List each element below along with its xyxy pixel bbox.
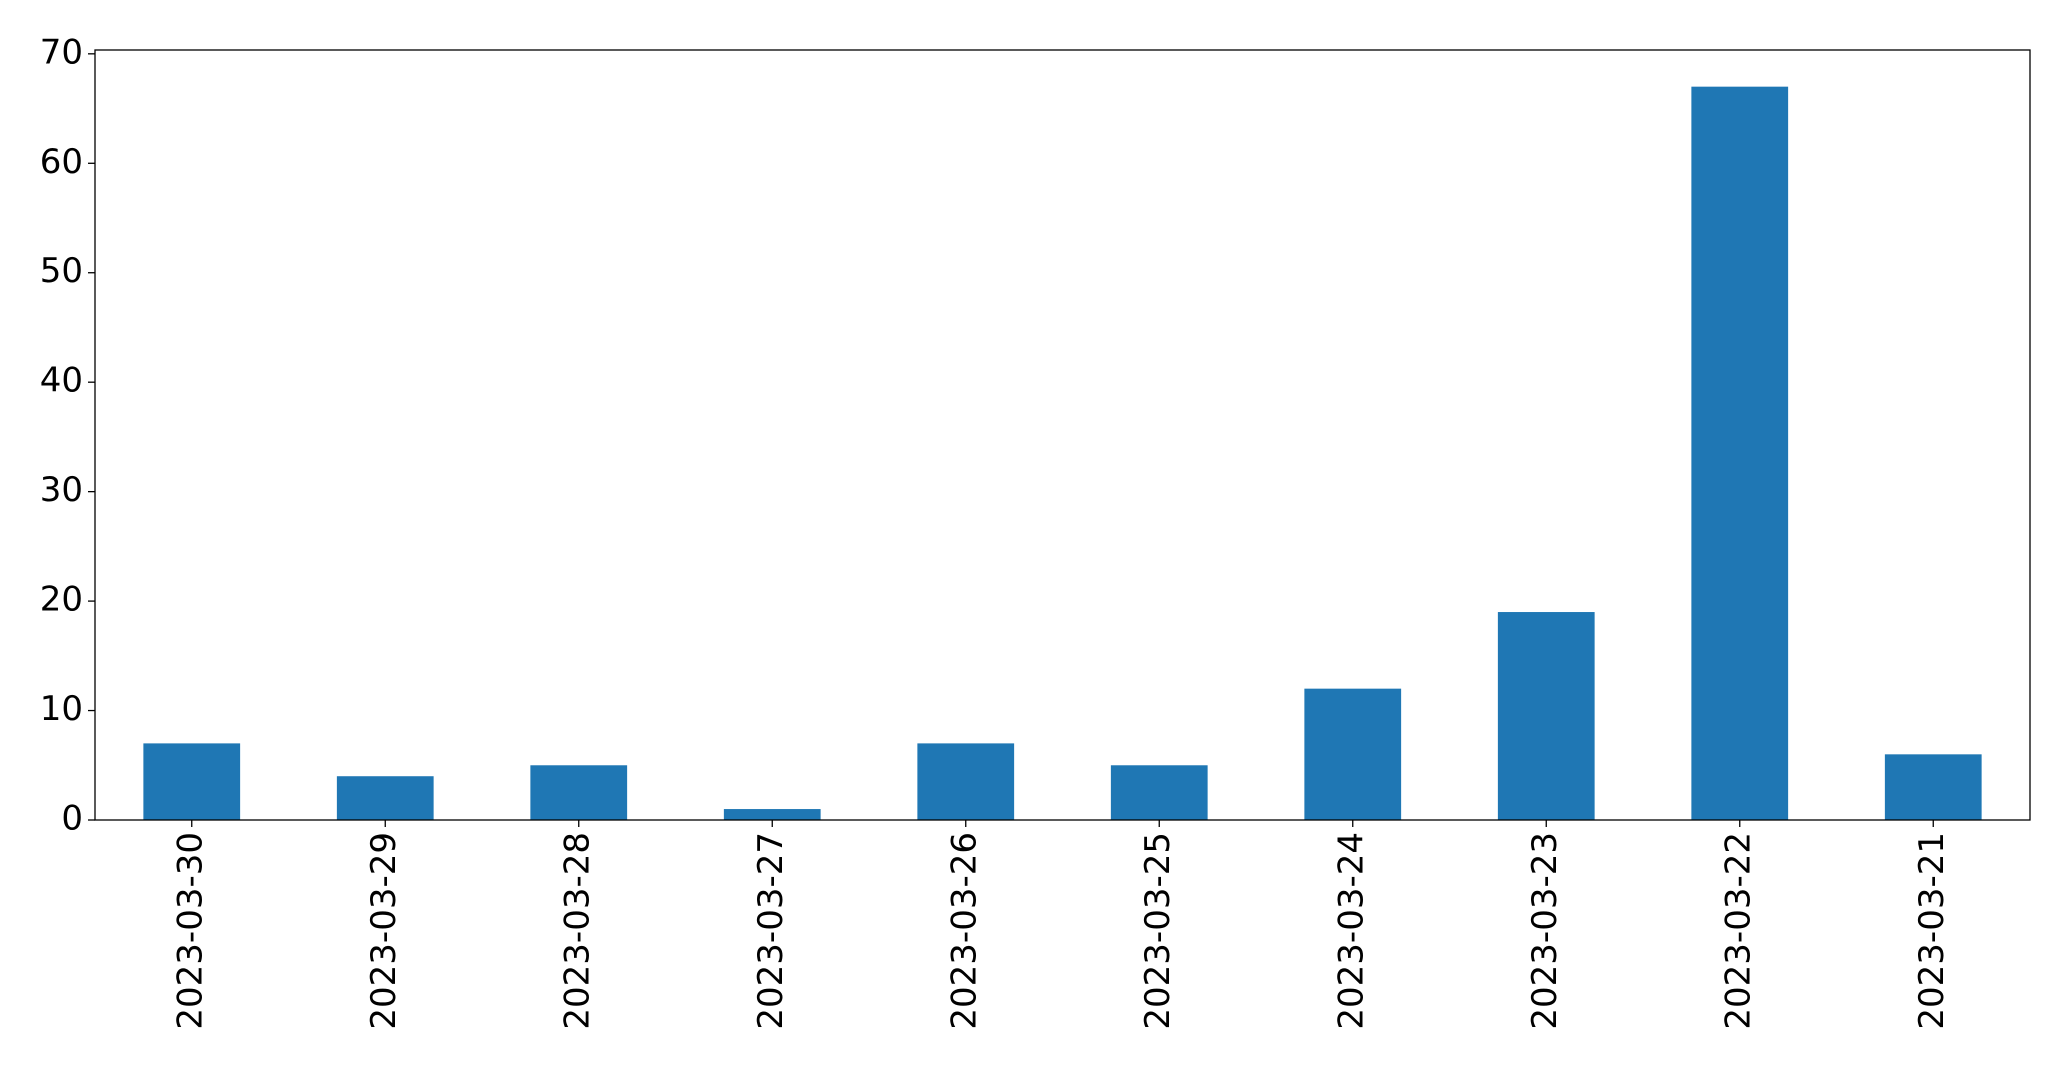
plot-frame [94, 49, 2031, 821]
y-tick-label: 70 [40, 32, 83, 72]
x-tick-label: 2023-03-23 [1525, 832, 1565, 1030]
bar [1497, 612, 1595, 820]
bar [1304, 688, 1402, 820]
bar [1110, 765, 1208, 820]
bar [530, 765, 628, 820]
x-tick-label: 2023-03-21 [1912, 832, 1952, 1030]
bar [917, 743, 1015, 820]
y-tick-label: 40 [40, 361, 83, 401]
bar [1884, 754, 1982, 820]
x-tick-label: 2023-03-30 [170, 832, 210, 1030]
x-tick-label: 2023-03-27 [751, 832, 791, 1030]
y-tick-label: 50 [40, 251, 83, 291]
bar [336, 776, 434, 820]
y-tick-label: 30 [40, 470, 83, 510]
x-tick-label: 2023-03-22 [1718, 832, 1758, 1030]
y-tick-label: 0 [61, 799, 83, 839]
x-tick-label: 2023-03-28 [557, 832, 597, 1030]
y-tick-label: 20 [40, 580, 83, 620]
y-tick-label: 10 [40, 689, 83, 729]
x-tick-label: 2023-03-29 [364, 832, 404, 1030]
bar [723, 809, 821, 820]
bar [1691, 86, 1789, 820]
bar [143, 743, 241, 820]
x-tick-label: 2023-03-24 [1331, 832, 1371, 1030]
x-tick-label: 2023-03-25 [1138, 832, 1178, 1030]
x-tick-label: 2023-03-26 [944, 832, 984, 1030]
y-tick-label: 60 [40, 142, 83, 182]
